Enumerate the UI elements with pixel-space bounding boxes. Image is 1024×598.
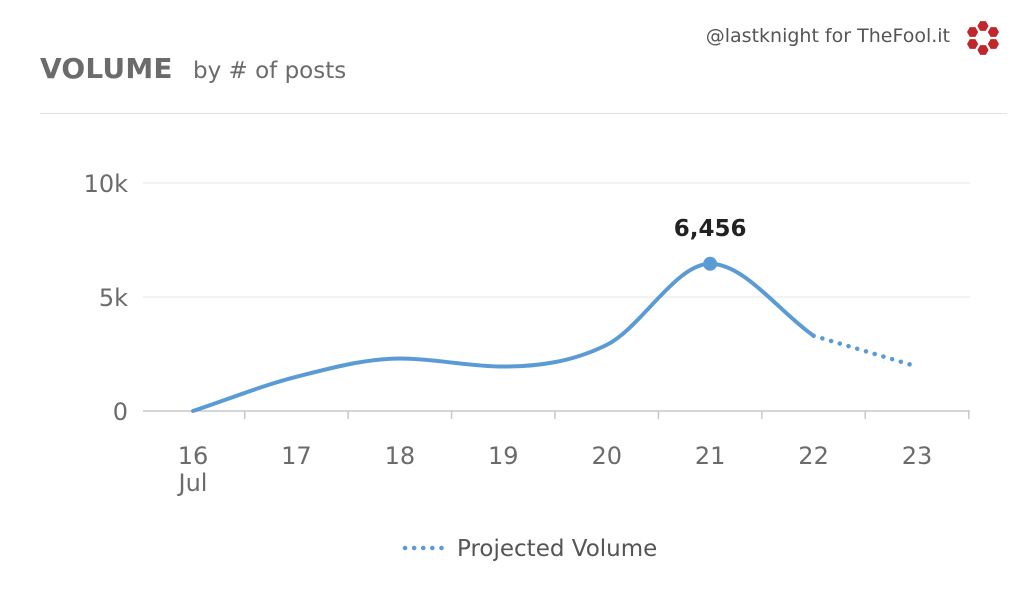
volume-line: [191, 261, 816, 413]
x-tick-label: 17: [281, 442, 312, 470]
projected-volume-line: [811, 333, 920, 369]
x-month-label: Jul: [177, 469, 208, 497]
y-tick-label: 10k: [84, 170, 129, 198]
x-tick-label: 22: [798, 442, 829, 470]
y-tick-label: 5k: [99, 284, 128, 312]
chart-axes: 0 5k 10k 16 17 18 19 20 21 22 23 Jul: [84, 170, 970, 497]
x-tick-label: 23: [902, 442, 933, 470]
chart-title: VOLUME: [40, 52, 173, 85]
chart-header: VOLUME by # of posts @lastknight for The…: [0, 0, 1024, 115]
x-tick-label: 16: [178, 442, 209, 470]
x-tick-label: 19: [488, 442, 519, 470]
header-divider: [40, 113, 1007, 114]
peak-marker: [703, 256, 718, 271]
hexagon-cluster-logo-icon: [967, 21, 999, 55]
chart-gridlines: [143, 182, 970, 298]
chart-legend: Projected Volume: [402, 536, 657, 562]
author-credit: @lastknight for TheFool.it: [705, 25, 950, 47]
logo-hex-cell: [987, 27, 999, 37]
logo-hex-cell: [987, 39, 999, 49]
x-tick-label: 21: [695, 442, 726, 470]
logo-hex-cell: [977, 21, 989, 31]
y-tick-label: 0: [113, 398, 128, 426]
x-tick-label: 20: [591, 442, 622, 470]
logo-hex-cell: [977, 45, 989, 55]
x-tick-label: 18: [385, 442, 416, 470]
peak-data-label: 6,456: [674, 216, 747, 242]
chart-subtitle: by # of posts: [193, 58, 347, 84]
logo-hex-cell: [967, 39, 979, 49]
chart-annotations: 6,456: [674, 216, 747, 271]
legend-label[interactable]: Projected Volume: [457, 536, 657, 562]
chart-series: [191, 261, 920, 413]
logo-hex-cell: [967, 27, 979, 37]
